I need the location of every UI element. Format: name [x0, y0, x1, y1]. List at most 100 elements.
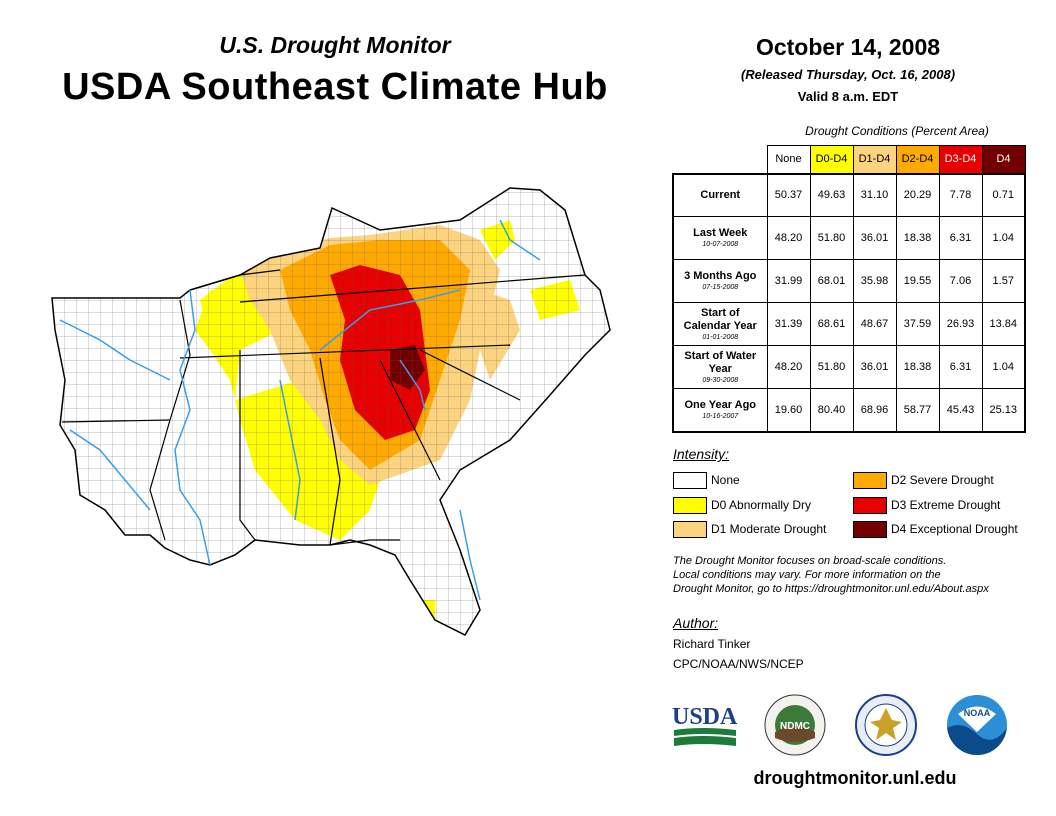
row-label-text: One Year Ago	[684, 398, 757, 411]
table-cell: 48.20	[766, 216, 811, 260]
row-label-text: 3 Months Ago	[684, 270, 757, 282]
legend-item: D1 Moderate Drought	[673, 519, 826, 539]
table-corner	[673, 146, 767, 174]
legend-label: D2 Severe Drought	[891, 473, 994, 487]
table-cell: 31.99	[766, 259, 811, 303]
legend-label: D4 Exceptional Drought	[891, 522, 1018, 536]
row-label: Current	[672, 172, 768, 217]
table-cell: 18.38	[895, 345, 940, 389]
column-header: D1-D4	[852, 145, 897, 174]
table-cell: 50.37	[766, 172, 811, 217]
table-cell: 35.98	[852, 259, 897, 303]
table-cell: 31.39	[766, 302, 811, 346]
table-row: Last Week 10-07-2008 48.20 51.80 36.01 18.38 6…	[672, 216, 1026, 260]
table-row: Current 50.37 49.63 31.10 20.29 7.78 0.71	[672, 172, 1026, 217]
page-title: USDA Southeast Climate Hub	[62, 66, 608, 108]
table-cell: 37.59	[895, 302, 940, 346]
author-org: CPC/NOAA/NWS/NCEP	[673, 657, 804, 671]
table-cell: 48.20	[766, 345, 811, 389]
table-cell: 26.93	[938, 302, 983, 346]
row-label-text: Current	[700, 188, 741, 201]
row-label-text: Last Week	[693, 227, 748, 239]
commerce-seal	[855, 694, 917, 756]
drought-stats-table: None D0-D4 D1-D4 D2-D4 D3-D4 D4 Current 50.37 4…	[672, 145, 1026, 433]
legend-swatch	[853, 471, 887, 489]
table-row: Start of Calendar Year 01-01-2008 31.39 68.…	[672, 302, 1026, 346]
table-row: Start of Water Year 09-30-2008 48.20 51.80 3…	[672, 345, 1026, 389]
usda-logo-text: USDA	[672, 704, 738, 730]
ndmc-logo-text: NDMC	[780, 721, 810, 732]
legend-label: None	[711, 473, 740, 487]
author-heading: Author:	[673, 615, 719, 631]
table-cell: 48.67	[852, 302, 897, 346]
disclaimer-note: The Drought Monitor focuses on broad-sca…	[673, 554, 1043, 596]
legend-item: D3 Extreme Drought	[853, 495, 1000, 515]
column-header: D3-D4	[938, 145, 983, 174]
table-cell: 1.04	[981, 216, 1026, 260]
table-cell: 68.61	[809, 302, 854, 346]
legend-label: D3 Extreme Drought	[891, 498, 1001, 512]
legend-swatch	[673, 520, 707, 538]
row-date: 10-07-2008	[702, 241, 739, 248]
table-cell: 0.71	[981, 172, 1026, 217]
row-date: 09-30-2008	[702, 376, 739, 384]
row-label-text: Start of Calendar Year	[683, 306, 757, 332]
note-line-2: Local conditions may vary. For more info…	[673, 569, 941, 581]
author-name: Richard Tinker	[673, 637, 751, 651]
row-label: 3 Months Ago 07-15-2008	[672, 259, 768, 303]
table-cell: 36.01	[852, 216, 897, 260]
legend-label: D0 Abnormally Dry	[711, 498, 812, 512]
table-cell: 6.31	[938, 345, 983, 389]
table-cell: 25.13	[981, 388, 1026, 433]
table-cell: 80.40	[809, 388, 854, 433]
map-date: October 14, 2008	[755, 34, 941, 60]
table-cell: 20.29	[895, 172, 940, 217]
release-date: (Released Thursday, Oct. 16, 2008)	[740, 67, 956, 82]
column-header: None	[766, 145, 811, 174]
noaa-logo: NOAA	[947, 695, 1007, 755]
column-header: D4	[981, 145, 1026, 174]
note-line-3: Drought Monitor, go to https://droughtmo…	[673, 583, 989, 595]
row-label: Start of Calendar Year 01-01-2008	[672, 302, 768, 346]
legend-item: D2 Severe Drought	[853, 470, 994, 490]
table-cell: 6.31	[938, 216, 983, 260]
row-label: One Year Ago 10-16-2007	[672, 388, 768, 433]
table-cell: 45.43	[938, 388, 983, 433]
table-cell: 58.77	[895, 388, 940, 433]
legend-item: D0 Abnormally Dry	[673, 495, 811, 515]
noaa-logo-text: NOAA	[964, 708, 991, 718]
ndmc-logo: NDMC	[764, 694, 826, 756]
row-label-text: Start of Water Year	[684, 349, 757, 375]
drought-map	[51, 187, 611, 636]
table-cell: 7.78	[938, 172, 983, 217]
column-header: D0-D4	[809, 145, 854, 174]
legend-swatch	[673, 496, 707, 514]
table-cell: 68.96	[852, 388, 897, 433]
usda-logo: USDA	[672, 704, 738, 746]
note-line-1: The Drought Monitor focuses on broad-sca…	[673, 555, 947, 567]
table-cell: 36.01	[852, 345, 897, 389]
legend-swatch	[673, 471, 707, 489]
legend-label: D1 Moderate Drought	[711, 522, 827, 536]
row-date: 07-15-2008	[702, 284, 739, 291]
row-date: 01-01-2008	[702, 333, 739, 341]
row-label: Start of Water Year 09-30-2008	[672, 345, 768, 389]
table-row: One Year Ago 10-16-2007 19.60 80.40 68.96 58.…	[672, 388, 1026, 433]
footer-url[interactable]: droughtmonitor.unl.edu	[753, 768, 957, 788]
table-row: 3 Months Ago 07-15-2008 31.99 68.01 35.98 19.…	[672, 259, 1026, 303]
subtitle: U.S. Drought Monitor	[219, 32, 451, 58]
row-date: 10-16-2007	[702, 412, 739, 420]
table-cell: 18.38	[895, 216, 940, 260]
table-cell: 1.57	[981, 259, 1026, 303]
table-caption: Drought Conditions (Percent Area)	[805, 124, 989, 138]
table-cell: 1.04	[981, 345, 1026, 389]
table-cell: 13.84	[981, 302, 1026, 346]
table-cell: 7.06	[938, 259, 983, 303]
table-cell: 19.60	[766, 388, 811, 433]
legend-item: D4 Exceptional Drought	[853, 519, 1018, 539]
column-header: D2-D4	[895, 145, 940, 174]
row-label: Last Week 10-07-2008	[672, 216, 768, 260]
legend-title: Intensity:	[673, 446, 730, 462]
valid-time: Valid 8 a.m. EDT	[797, 89, 899, 104]
legend-item: None	[673, 470, 740, 490]
